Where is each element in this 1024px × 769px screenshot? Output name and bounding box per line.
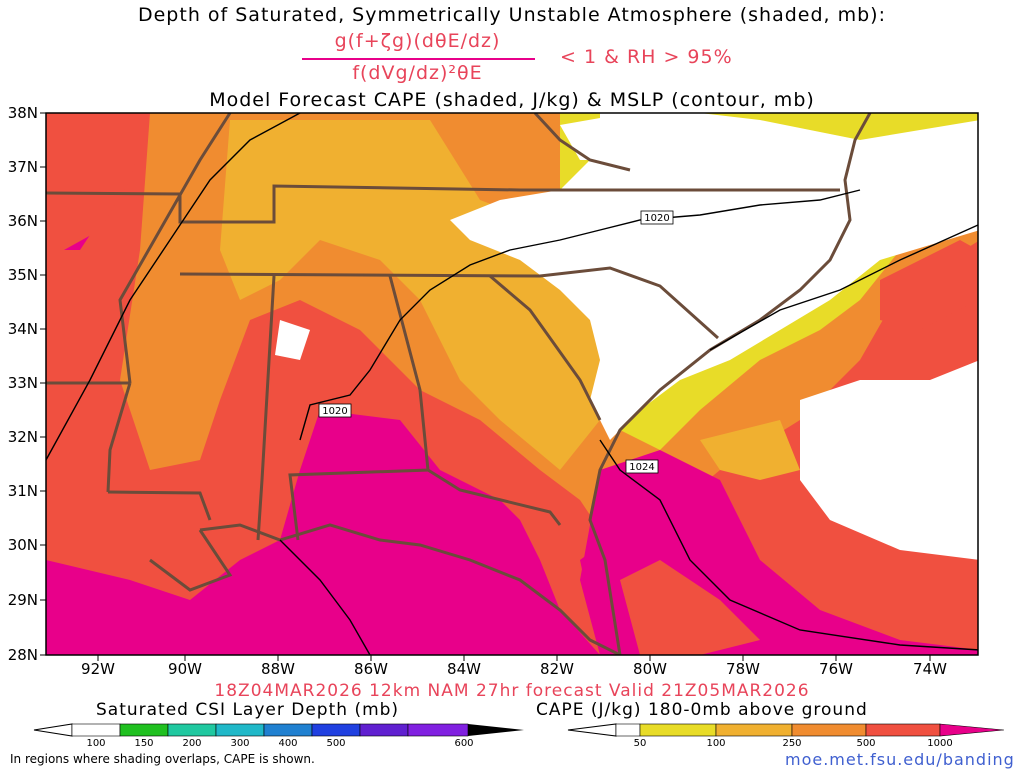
lat-label: 37N <box>7 158 38 176</box>
isobar-label-box-3 <box>625 459 659 474</box>
title-line-3: Model Forecast CAPE (shaded, J/kg) & MSL… <box>209 89 815 111</box>
lon-label: 90W <box>168 660 202 678</box>
lon-label: 86W <box>354 660 388 678</box>
cape-ocean-fringe <box>700 420 800 480</box>
formula-fraction-bar <box>302 58 535 60</box>
border-ga-fl <box>427 468 562 526</box>
lon-label: 84W <box>447 660 481 678</box>
lat-label: 28N <box>7 646 38 664</box>
formula-condition: < 1 & RH > 95% <box>560 46 733 68</box>
lon-label: 78W <box>726 660 760 678</box>
isobar-label-1: 1020 <box>644 213 669 224</box>
lat-label: 30N <box>7 536 38 554</box>
border-ms-la <box>106 382 132 493</box>
lat-label: 35N <box>7 266 38 284</box>
cape-shading: 1020 1020 1024 <box>46 113 978 655</box>
lon-label: 88W <box>261 660 295 678</box>
border-35n <box>179 266 720 340</box>
gulf-coast <box>199 523 621 655</box>
title-line-1: Depth of Saturated, Symmetrically Unstab… <box>137 4 886 26</box>
isobar-gulf <box>279 539 371 655</box>
source-url[interactable]: moe.met.fsu.edu/banding <box>785 750 1015 769</box>
csi-tick-label: 600 <box>454 738 474 749</box>
border-ms-al <box>256 275 276 541</box>
csi-tick-label: 500 <box>326 738 346 749</box>
cape-bar-low-arrow <box>567 723 617 737</box>
axis-ticks <box>40 112 931 661</box>
lon-label: 82W <box>540 660 574 678</box>
csi-colorbar-label: Saturated CSI Layer Depth (mb) <box>96 700 400 720</box>
cape-white-patch-2 <box>560 118 640 160</box>
border-ky-va <box>533 113 631 172</box>
csi-bar-high-arrow <box>468 724 524 736</box>
border-ga-sc <box>489 274 602 421</box>
cape-colorbar <box>567 723 1005 737</box>
lat-label: 33N <box>7 374 38 392</box>
cape-tick-label: 50 <box>633 738 647 749</box>
isobar-ne <box>709 224 978 351</box>
mississippi-river <box>118 113 232 384</box>
csi-tick-label: 200 <box>182 738 202 749</box>
isobar-west <box>46 113 301 461</box>
csi-colorbar <box>33 723 524 737</box>
lon-label: 80W <box>633 660 667 678</box>
cape-tick-label: 500 <box>856 738 876 749</box>
lat-label: 31N <box>7 482 38 500</box>
cape-tick-label: 1000 <box>927 738 953 749</box>
lat-label: 32N <box>7 428 38 446</box>
overlap-note: In regions where shading overlaps, CAPE … <box>10 752 315 766</box>
isobar-1024 <box>599 439 978 651</box>
formula-denominator: f(dVg/dz)²θE <box>352 62 483 84</box>
formula-numerator: g(f+ζg)(dθE/dz) <box>334 30 501 52</box>
isobar-label-2: 1020 <box>322 406 347 417</box>
isobars <box>46 113 978 655</box>
lat-label: 34N <box>7 320 38 338</box>
cape-tick-label: 100 <box>706 738 726 749</box>
cape-500-nw <box>46 113 150 260</box>
cape-below-50-ocean <box>800 360 978 560</box>
isobar-label-box-1 <box>640 210 674 225</box>
csi-tick-label: 400 <box>278 738 298 749</box>
state-boundaries <box>46 113 872 655</box>
lat-label: 29N <box>7 591 38 609</box>
isobar-1020 <box>299 189 861 441</box>
csi-bar-low-arrow <box>33 723 73 737</box>
lon-label: 92W <box>81 660 115 678</box>
cape-500-se-band <box>620 560 760 655</box>
cape-tick-label: 250 <box>782 738 802 749</box>
cape-100-region <box>220 120 640 470</box>
csi-tick-label: 100 <box>86 738 106 749</box>
isobar-label-3: 1024 <box>629 462 654 473</box>
isobar-label-box-2 <box>318 403 352 418</box>
cape-colorbar-label: CAPE (J/kg) 180-0mb above ground <box>536 700 868 720</box>
border-la-ms <box>107 490 212 521</box>
cape-white-patch-1 <box>275 320 310 360</box>
cape-bar-high-arrow <box>939 723 1005 737</box>
lat-label: 36N <box>7 212 38 230</box>
louisiana-coast <box>149 529 233 592</box>
csi-tick-label: 150 <box>134 738 154 749</box>
cape-500-offshore <box>880 240 978 330</box>
cape-1000-gulf <box>46 410 600 655</box>
valid-time-line: 18Z04MAR2026 12km NAM 27hr forecast Vali… <box>214 681 810 701</box>
lon-label: 74W <box>913 660 947 678</box>
lat-label: 38N <box>7 104 38 122</box>
cape-1000-sw <box>46 560 300 655</box>
map-frame <box>45 112 979 656</box>
csi-tick-label: 300 <box>230 738 250 749</box>
lon-label: 76W <box>819 660 853 678</box>
